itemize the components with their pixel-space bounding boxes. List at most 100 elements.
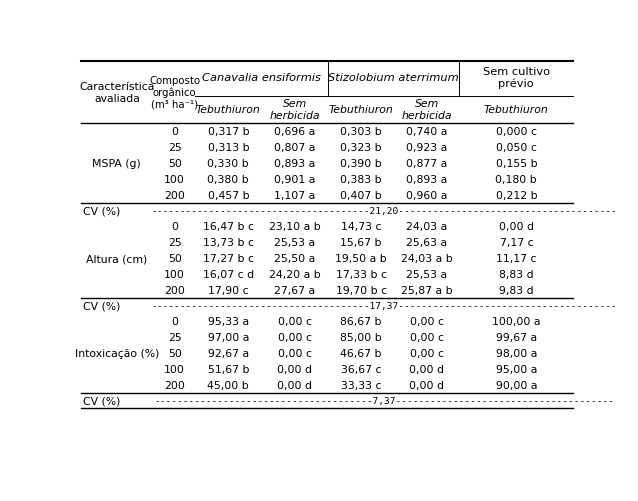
Text: 0,380 b: 0,380 b <box>207 175 249 185</box>
Text: 0,303 b: 0,303 b <box>340 127 382 137</box>
Text: 36,67 c: 36,67 c <box>341 364 382 374</box>
Text: 100,00 a: 100,00 a <box>492 316 540 326</box>
Text: 25,53 a: 25,53 a <box>406 270 447 280</box>
Text: CV (%): CV (%) <box>83 206 121 216</box>
Text: --------------------------------------17,37-------------------------------------: --------------------------------------17… <box>151 302 617 310</box>
Text: Tebuthiuron: Tebuthiuron <box>329 105 394 115</box>
Text: 1,107 a: 1,107 a <box>274 191 315 201</box>
Text: 99,67 a: 99,67 a <box>496 332 537 342</box>
Text: Sem
herbicida: Sem herbicida <box>401 99 452 120</box>
Text: 0,00 c: 0,00 c <box>410 316 444 326</box>
Text: 7,17 c: 7,17 c <box>500 237 533 247</box>
Text: 0,407 b: 0,407 b <box>340 191 382 201</box>
Text: 11,17 c: 11,17 c <box>496 254 537 264</box>
Text: 0,317 b: 0,317 b <box>207 127 249 137</box>
Text: MSPA (g): MSPA (g) <box>93 159 141 169</box>
Text: 0,457 b: 0,457 b <box>207 191 249 201</box>
Text: 0,696 a: 0,696 a <box>274 127 315 137</box>
Text: 0,00 d: 0,00 d <box>278 380 313 390</box>
Text: 0,893 a: 0,893 a <box>274 159 315 169</box>
Text: 25,63 a: 25,63 a <box>406 237 447 247</box>
Text: 0,00 c: 0,00 c <box>410 348 444 358</box>
Text: 0,155 b: 0,155 b <box>496 159 537 169</box>
Text: 24,20 a b: 24,20 a b <box>269 270 321 280</box>
Text: 0,050 c: 0,050 c <box>496 143 537 153</box>
Text: 0,807 a: 0,807 a <box>274 143 316 153</box>
Text: 0: 0 <box>171 127 178 137</box>
Text: --------------------------------------21,20-------------------------------------: --------------------------------------21… <box>151 206 617 215</box>
Text: 17,27 b c: 17,27 b c <box>203 254 254 264</box>
Text: 0,877 a: 0,877 a <box>406 159 447 169</box>
Text: 0,00 d: 0,00 d <box>410 364 444 374</box>
Text: 100: 100 <box>164 175 185 185</box>
Text: 25: 25 <box>168 143 182 153</box>
Text: 0,212 b: 0,212 b <box>496 191 537 201</box>
Text: 0,740 a: 0,740 a <box>406 127 447 137</box>
Text: 16,07 c d: 16,07 c d <box>203 270 254 280</box>
Text: 0,00 c: 0,00 c <box>278 348 312 358</box>
Text: 0,000 c: 0,000 c <box>496 127 537 137</box>
Text: 33,33 c: 33,33 c <box>341 380 382 390</box>
Text: 24,03 a b: 24,03 a b <box>401 254 453 264</box>
Text: 27,67 a: 27,67 a <box>274 286 315 296</box>
Text: Sem cultivo
prévio: Sem cultivo prévio <box>483 67 550 89</box>
Text: --------------------------------------7,37--------------------------------------: --------------------------------------7,… <box>154 396 614 405</box>
Text: 17,90 c: 17,90 c <box>208 286 249 296</box>
Text: 50: 50 <box>168 159 182 169</box>
Text: 86,67 b: 86,67 b <box>340 316 382 326</box>
Text: 14,73 c: 14,73 c <box>341 221 382 231</box>
Text: 15,67 b: 15,67 b <box>340 237 382 247</box>
Text: 97,00 a: 97,00 a <box>207 332 249 342</box>
Text: 0,00 c: 0,00 c <box>410 332 444 342</box>
Text: 92,67 a: 92,67 a <box>208 348 249 358</box>
Text: Tebuthiuron: Tebuthiuron <box>484 105 549 115</box>
Text: 0,960 a: 0,960 a <box>406 191 447 201</box>
Text: Stizolobium aterrimum: Stizolobium aterrimum <box>329 73 459 83</box>
Text: 0,330 b: 0,330 b <box>207 159 249 169</box>
Text: Canavalia ensiformis: Canavalia ensiformis <box>202 73 321 83</box>
Text: 100: 100 <box>164 364 185 374</box>
Text: 0,00 d: 0,00 d <box>410 380 444 390</box>
Text: 85,00 b: 85,00 b <box>340 332 382 342</box>
Text: Altura (cm): Altura (cm) <box>86 254 147 264</box>
Text: CV (%): CV (%) <box>83 396 121 405</box>
Text: 0,901 a: 0,901 a <box>274 175 316 185</box>
Text: 25,50 a: 25,50 a <box>274 254 315 264</box>
Text: 90,00 a: 90,00 a <box>496 380 537 390</box>
Text: CV (%): CV (%) <box>83 301 121 311</box>
Text: 51,67 b: 51,67 b <box>207 364 249 374</box>
Text: 0,923 a: 0,923 a <box>406 143 447 153</box>
Text: 0,00 d: 0,00 d <box>278 364 313 374</box>
Text: 0,323 b: 0,323 b <box>340 143 382 153</box>
Text: 0: 0 <box>171 316 178 326</box>
Text: Sem
herbicida: Sem herbicida <box>270 99 320 120</box>
Text: 24,03 a: 24,03 a <box>406 221 447 231</box>
Text: Característica
avaliada: Característica avaliada <box>79 82 154 104</box>
Text: 0,390 b: 0,390 b <box>340 159 382 169</box>
Text: Composto
orgânico
(m³ ha⁻¹): Composto orgânico (m³ ha⁻¹) <box>149 76 200 110</box>
Text: 0,383 b: 0,383 b <box>340 175 382 185</box>
Text: 45,00 b: 45,00 b <box>207 380 249 390</box>
Text: 17,33 b c: 17,33 b c <box>336 270 387 280</box>
Text: 200: 200 <box>164 191 185 201</box>
Text: 95,33 a: 95,33 a <box>208 316 249 326</box>
Text: 0: 0 <box>171 221 178 231</box>
Text: Tebuthiuron: Tebuthiuron <box>196 105 261 115</box>
Text: Intoxicação (%): Intoxicação (%) <box>75 348 159 358</box>
Text: 19,70 b c: 19,70 b c <box>336 286 387 296</box>
Text: 16,47 b c: 16,47 b c <box>203 221 254 231</box>
Text: 200: 200 <box>164 380 185 390</box>
Text: 0,893 a: 0,893 a <box>406 175 447 185</box>
Text: 95,00 a: 95,00 a <box>496 364 537 374</box>
Text: 100: 100 <box>164 270 185 280</box>
Text: 0,00 c: 0,00 c <box>278 332 312 342</box>
Text: 0,313 b: 0,313 b <box>207 143 249 153</box>
Text: 23,10 a b: 23,10 a b <box>269 221 321 231</box>
Text: 8,83 d: 8,83 d <box>499 270 533 280</box>
Text: 25,53 a: 25,53 a <box>274 237 315 247</box>
Text: 25: 25 <box>168 332 182 342</box>
Text: 98,00 a: 98,00 a <box>496 348 537 358</box>
Text: 0,180 b: 0,180 b <box>496 175 537 185</box>
Text: 50: 50 <box>168 348 182 358</box>
Text: 25,87 a b: 25,87 a b <box>401 286 453 296</box>
